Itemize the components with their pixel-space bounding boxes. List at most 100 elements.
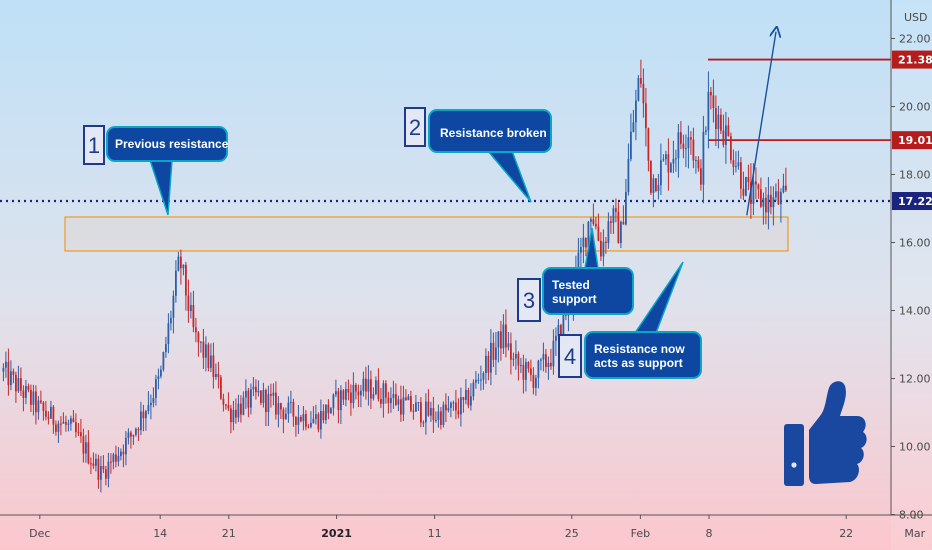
- candle-body-123: [310, 422, 312, 427]
- candle-body-22: [57, 423, 60, 432]
- candle-body-271: [680, 132, 682, 144]
- time-tick-label-5: 25: [565, 527, 579, 540]
- candle-body-10: [27, 386, 30, 390]
- price-level-tag-label-0: 21.38: [898, 54, 932, 67]
- candle-body-192: [482, 373, 485, 380]
- candle-body-185: [465, 390, 467, 401]
- time-tick-label-6: Feb: [631, 527, 650, 540]
- candle-body-76: [192, 305, 195, 328]
- candle-body-261: [655, 178, 657, 191]
- candle-body-174: [437, 411, 440, 420]
- candle-body-300: [752, 181, 755, 204]
- candle-body-207: [520, 364, 522, 366]
- candle-body-69: [175, 270, 177, 296]
- candle-body-126: [317, 414, 320, 430]
- candle-body-0: [2, 367, 5, 372]
- time-tick-label-9: Mar: [904, 527, 925, 540]
- candle-body-305: [765, 197, 767, 213]
- candle-body-253: [635, 100, 637, 123]
- candle-body-25: [65, 421, 67, 425]
- candle-body-162: [407, 396, 410, 401]
- candle-body-103: [260, 390, 262, 403]
- candle-body-194: [487, 355, 490, 373]
- candle-body-86: [217, 373, 220, 378]
- candle-body-222: [557, 325, 560, 336]
- candle-body-254: [637, 78, 640, 101]
- candle-body-148: [372, 394, 375, 399]
- price-axis-currency: USD: [904, 11, 928, 24]
- candle-body-270: [677, 132, 680, 159]
- candle-body-84: [212, 355, 215, 377]
- candle-body-33: [85, 442, 87, 454]
- candle-body-135: [340, 390, 342, 411]
- candle-body-179: [450, 402, 452, 408]
- candle-body-180: [452, 402, 455, 404]
- candle-body-32: [82, 436, 85, 454]
- candle-body-190: [477, 379, 480, 381]
- candle-body-309: [775, 191, 777, 198]
- callout-number-box-2: [404, 107, 426, 147]
- candle-body-167: [420, 402, 422, 423]
- candle-body-201: [505, 324, 507, 348]
- candle-body-136: [342, 390, 345, 400]
- candle-body-289: [725, 125, 727, 145]
- candle-body-211: [530, 368, 532, 376]
- candle-body-265: [665, 154, 667, 160]
- candle-body-152: [382, 383, 385, 404]
- candle-body-296: [742, 188, 745, 196]
- candle-body-101: [255, 386, 257, 393]
- callout-text-3-0: Tested: [552, 278, 590, 292]
- candle-body-87: [220, 377, 222, 399]
- candle-body-88: [222, 398, 225, 405]
- candle-body-166: [417, 402, 420, 404]
- candle-body-153: [385, 383, 387, 398]
- candle-body-45: [115, 454, 117, 462]
- candle-body-13: [35, 391, 37, 413]
- price-level-tag-2: [892, 192, 932, 211]
- candle-body-97: [245, 390, 247, 398]
- candle-body-91: [230, 408, 232, 423]
- price-tick-label-6: 20.00: [899, 101, 931, 114]
- candle-body-8: [22, 390, 25, 398]
- candle-body-159: [400, 399, 402, 415]
- callout-number-1: 1: [88, 133, 100, 158]
- time-tick-label-8: 22: [839, 527, 853, 540]
- candle-body-197: [495, 347, 497, 360]
- candle-body-250: [627, 159, 630, 193]
- candle-body-232: [582, 237, 585, 248]
- candle-body-259: [650, 160, 652, 193]
- candle-body-79: [200, 341, 202, 343]
- candle-body-276: [692, 139, 695, 161]
- candle-body-280: [702, 131, 705, 185]
- candle-body-29: [75, 422, 77, 433]
- candle-body-18: [47, 416, 50, 419]
- candle-body-140: [352, 384, 355, 404]
- candle-body-35: [90, 463, 92, 465]
- candle-body-175: [440, 411, 442, 425]
- candle-body-75: [190, 305, 192, 312]
- candle-body-287: [720, 114, 722, 131]
- support-zone-rect: [64, 216, 789, 252]
- candle-body-145: [365, 378, 367, 392]
- candle-body-257: [645, 103, 647, 129]
- candle-body-189: [475, 379, 477, 383]
- candle-body-129: [325, 404, 327, 421]
- candle-body-292: [732, 160, 735, 167]
- candle-body-188: [472, 382, 475, 397]
- candle-body-248: [622, 221, 625, 225]
- candle-body-21: [55, 424, 57, 432]
- candle-body-212: [532, 375, 535, 388]
- candle-body-178: [447, 407, 450, 411]
- candle-body-218: [547, 362, 550, 367]
- candle-body-230: [577, 252, 580, 270]
- price-tick-label-4: 16.00: [899, 237, 931, 250]
- candle-body-244: [612, 208, 615, 223]
- candle-body-304: [762, 197, 765, 207]
- candle-body-40: [102, 465, 105, 470]
- candle-body-104: [262, 389, 265, 403]
- candle-body-41: [105, 469, 107, 479]
- candle-body-168: [422, 422, 425, 424]
- candle-body-128: [322, 411, 325, 421]
- candle-body-294: [737, 162, 740, 167]
